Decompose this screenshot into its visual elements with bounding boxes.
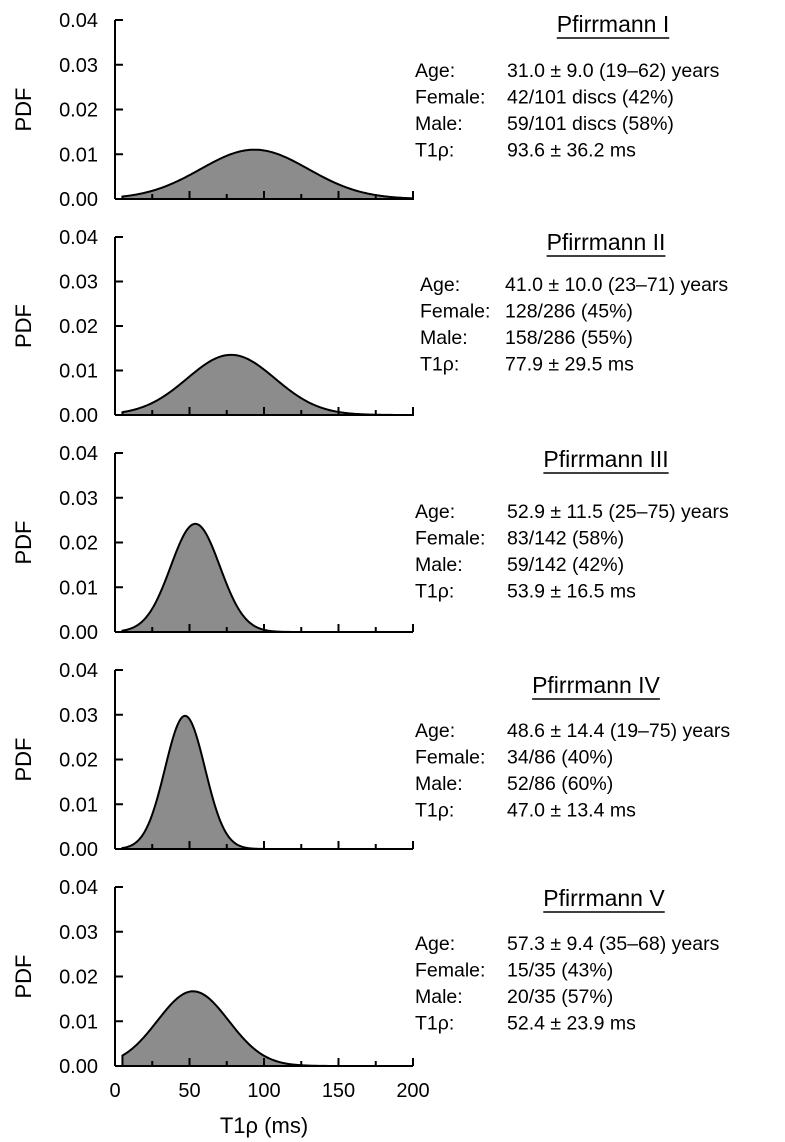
stat-value: 52.4 ± 23.9 ms	[507, 1013, 636, 1035]
x-tick-label: 50	[178, 1080, 200, 1102]
stat-value: 128/286 (45%)	[505, 301, 633, 323]
panel-2: 0.00 0.01 0.02 0.03 0.04 PDF Pfirrmann II Age: 4…	[11, 227, 728, 427]
panel-3: 0.00 0.01 0.02 0.03 0.04 PDF Pfirrmann III Age:…	[11, 443, 729, 644]
y-tick-label: 0.02	[59, 750, 98, 772]
density-area	[121, 353, 414, 416]
y-tick-label: 0.03	[59, 488, 98, 510]
y-tick-label: 0.01	[59, 577, 98, 599]
stat-label: Age:	[415, 720, 455, 742]
stat-label: Male:	[415, 773, 463, 795]
panel-title: Pfirrmann II	[547, 229, 666, 255]
stat-label: Female:	[420, 301, 490, 323]
stat-label: Male:	[415, 113, 463, 135]
panel-title: Pfirrmann III	[543, 446, 668, 472]
y-axis-title: PDF	[11, 521, 36, 565]
y-axis-title: PDF	[11, 304, 36, 348]
panel-1: 0.00 0.01 0.02 0.03 0.04 PDF Pfirrmann I Age: 31…	[11, 10, 720, 211]
stat-label: T1ρ:	[415, 800, 454, 822]
y-tick-label: 0.01	[59, 361, 98, 383]
stat-value: 93.6 ± 36.2 ms	[507, 140, 636, 162]
y-tick-label: 0.00	[59, 622, 98, 644]
density-area	[121, 522, 413, 633]
y-tick-label: 0.00	[59, 839, 98, 861]
y-tick-label: 0.01	[59, 1011, 98, 1033]
y-tick-label: 0.03	[59, 55, 98, 77]
panel-4: 0.00 0.01 0.02 0.03 0.04 PDF Pfirrmann IV Age: 4…	[11, 660, 730, 861]
y-tick-label: 0.02	[59, 533, 98, 555]
y-tick-label: 0.04	[59, 227, 98, 249]
stat-value: 77.9 ± 29.5 ms	[505, 354, 634, 376]
stat-label: T1ρ:	[415, 140, 454, 162]
x-tick-label: 150	[322, 1080, 355, 1102]
stat-label: Female:	[415, 87, 485, 109]
x-tick-label: 100	[247, 1080, 280, 1102]
stat-value: 57.3 ± 9.4 (35–68) years	[507, 933, 720, 955]
y-tick-label: 0.02	[59, 316, 98, 338]
stat-label: T1ρ:	[420, 354, 459, 376]
y-tick-label: 0.03	[59, 922, 98, 944]
stat-label: T1ρ:	[415, 581, 454, 603]
stat-value: 47.0 ± 13.4 ms	[507, 800, 636, 822]
y-axis-title: PDF	[11, 88, 36, 132]
stat-value: 52/86 (60%)	[507, 773, 613, 795]
stat-label: Male:	[415, 986, 463, 1008]
density-area	[121, 990, 413, 1067]
stat-label: Female:	[415, 747, 485, 769]
stat-label: Male:	[415, 554, 463, 576]
stat-label: Female:	[415, 960, 485, 982]
stat-label: T1ρ:	[415, 1013, 454, 1035]
y-tick-label: 0.00	[59, 1056, 98, 1078]
stat-value: 42/101 discs (42%)	[507, 87, 674, 109]
y-tick-label: 0.04	[59, 660, 98, 682]
panel-title: Pfirrmann IV	[532, 672, 660, 698]
y-tick-label: 0.03	[59, 272, 98, 294]
stat-label: Male:	[420, 327, 468, 349]
y-tick-label: 0.01	[59, 144, 98, 166]
stat-value: 52.9 ± 11.5 (25–75) years	[507, 501, 729, 523]
x-tick-label: 200	[396, 1080, 429, 1102]
stat-value: 53.9 ± 16.5 ms	[507, 581, 636, 603]
stat-value: 83/142 (58%)	[507, 528, 624, 550]
stat-value: 59/142 (42%)	[507, 554, 624, 576]
stat-value: 20/35 (57%)	[507, 986, 613, 1008]
y-tick-label: 0.04	[59, 877, 98, 899]
stat-value: 15/35 (43%)	[507, 960, 613, 982]
density-area	[121, 148, 414, 200]
stat-value: 158/286 (55%)	[505, 327, 633, 349]
stat-label: Age:	[415, 933, 455, 955]
x-axis-title: T1ρ (ms)	[220, 1113, 308, 1138]
stat-value: 48.6 ± 14.4 (19–75) years	[507, 720, 730, 742]
panel-title: Pfirrmann I	[557, 11, 669, 37]
stat-value: 31.0 ± 9.0 (19–62) years	[507, 60, 720, 82]
y-axis-title: PDF	[11, 955, 36, 999]
panel-title: Pfirrmann V	[543, 885, 665, 911]
stat-value: 59/101 discs (58%)	[507, 113, 674, 135]
stat-value: 34/86 (40%)	[507, 747, 613, 769]
y-tick-label: 0.04	[59, 443, 98, 465]
y-tick-label: 0.02	[59, 967, 98, 989]
stat-label: Age:	[415, 60, 455, 82]
panel-5: 0.00 0.01 0.02 0.03 0.04 PDF Pfirrmann V Age: 57…	[11, 877, 720, 1078]
stat-value: 41.0 ± 10.0 (23–71) years	[505, 274, 728, 296]
stat-label: Female:	[415, 528, 485, 550]
y-tick-label: 0.03	[59, 705, 98, 727]
y-tick-label: 0.00	[59, 405, 98, 427]
y-tick-label: 0.01	[59, 794, 98, 816]
x-tick-label: 0	[109, 1080, 120, 1102]
y-tick-label: 0.04	[59, 10, 98, 32]
stat-label: Age:	[420, 274, 460, 296]
y-tick-label: 0.02	[59, 100, 98, 122]
density-area	[121, 714, 413, 850]
stat-label: Age:	[415, 501, 455, 523]
y-tick-label: 0.00	[59, 189, 98, 211]
y-axis-title: PDF	[11, 738, 36, 782]
